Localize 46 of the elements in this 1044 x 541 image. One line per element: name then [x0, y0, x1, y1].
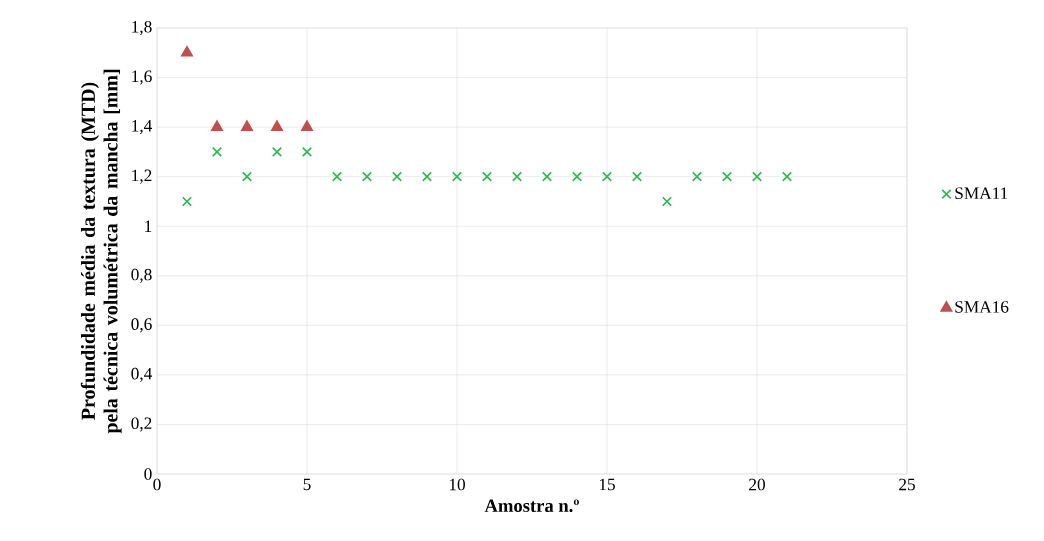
y-tick-label: 1	[145, 220, 152, 232]
point	[391, 171, 403, 182]
y-tick-label: 0	[144, 468, 152, 480]
point	[571, 171, 583, 182]
point	[361, 171, 373, 182]
point	[781, 171, 793, 182]
y-axis-title: Profundidade média da textura (MTD) pela técnica volumétrica da mancha [mm]	[80, 69, 122, 434]
x-tick-label: 20	[749, 478, 765, 491]
point	[301, 146, 313, 157]
legend-label: SMA16	[955, 301, 1009, 313]
legend-label: SMA11	[955, 187, 1008, 200]
point	[601, 171, 613, 182]
point	[211, 120, 223, 131]
point	[481, 171, 493, 182]
point	[661, 196, 673, 207]
point	[271, 146, 283, 157]
x-tick-label: 5	[303, 478, 311, 491]
y-tick-label: 0,2	[131, 417, 152, 432]
x-axis-title: Amostra n.º	[484, 499, 579, 513]
point	[691, 171, 703, 182]
x-tick-label: 0	[153, 478, 161, 491]
x-tick-label: 10	[449, 478, 465, 491]
point	[631, 171, 643, 182]
point	[301, 120, 313, 131]
point	[751, 171, 763, 182]
y-tick-label: 1,2	[132, 169, 152, 184]
y-tick-label: 0,4	[131, 367, 153, 382]
y-tick-label: 1,4	[132, 120, 153, 135]
x-tick-label: 15	[599, 478, 615, 491]
point	[451, 171, 463, 182]
y-tick-label: 0,6	[131, 318, 152, 333]
point	[181, 196, 193, 207]
point	[241, 171, 253, 182]
point	[271, 120, 283, 131]
point	[421, 171, 433, 182]
point	[181, 46, 193, 57]
y-tick-label: 1,8	[132, 20, 152, 36]
point	[211, 146, 223, 157]
point	[721, 171, 733, 182]
point	[511, 171, 523, 182]
point	[241, 120, 253, 131]
x-tick-label: 25	[899, 478, 915, 491]
point	[541, 171, 553, 182]
y-tick-label: 0,8	[131, 268, 152, 283]
point	[331, 171, 343, 182]
y-tick-label: 1,6	[132, 70, 152, 85]
